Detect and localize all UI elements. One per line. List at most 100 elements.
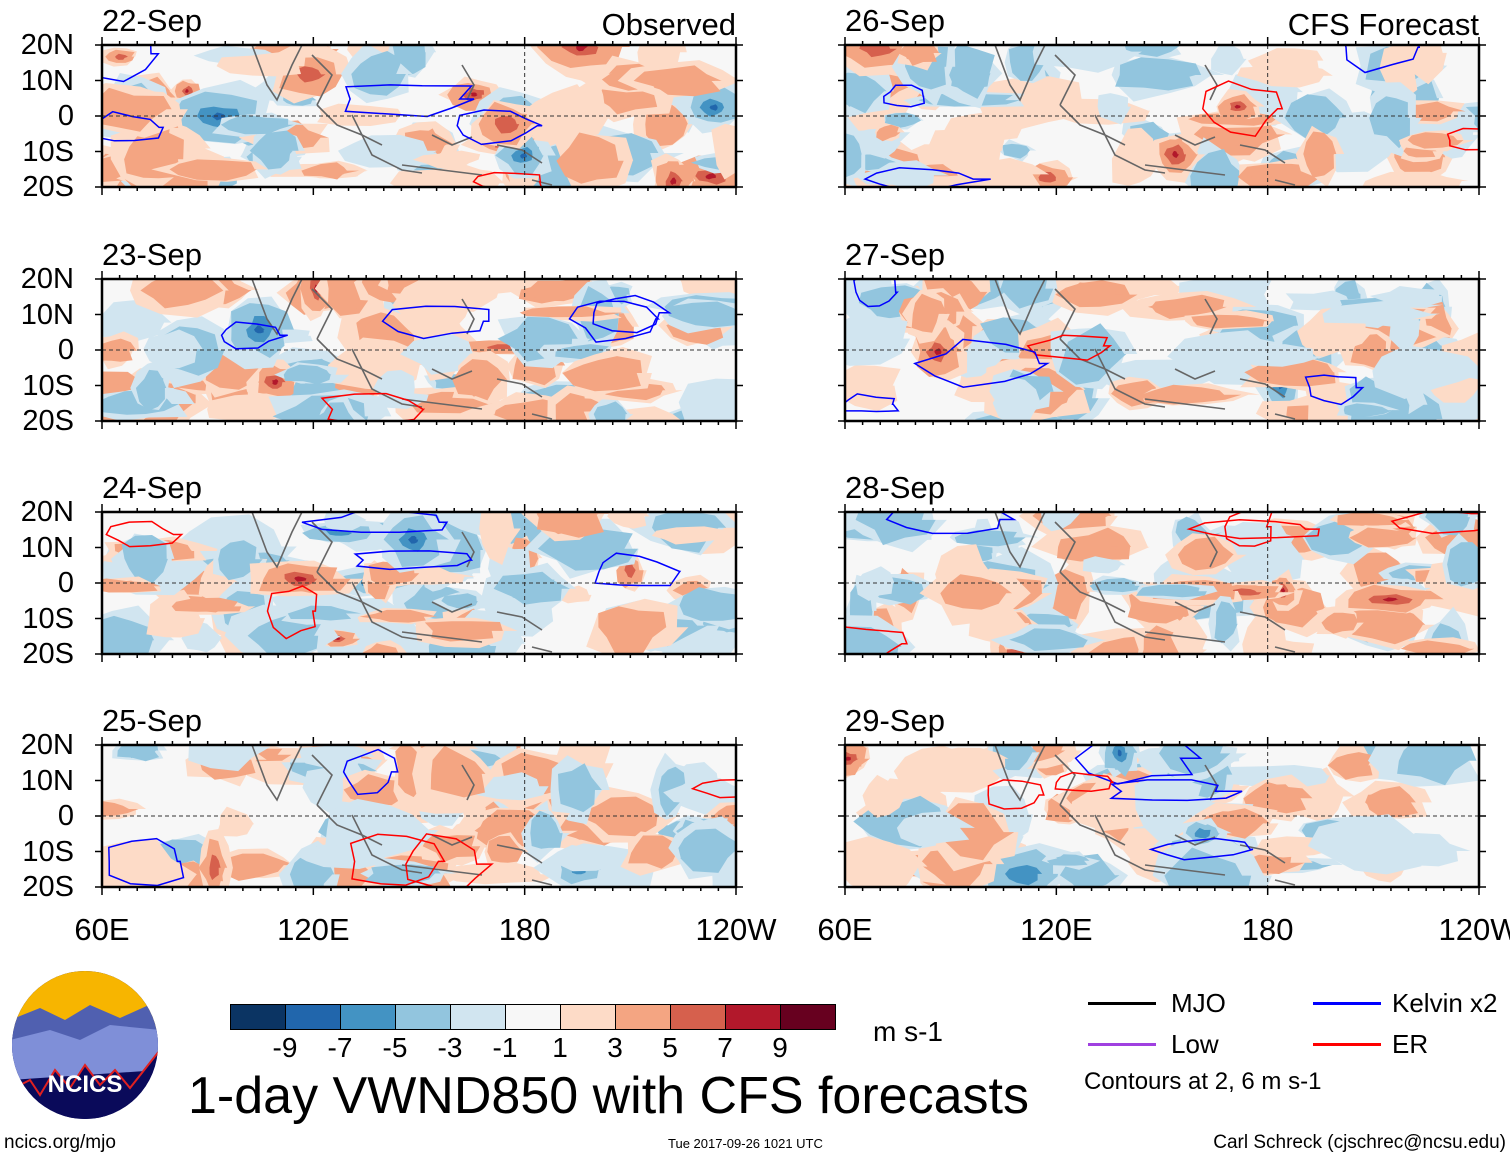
wind-anomaly-shade [651,526,736,545]
kelvin-contour [1148,837,1254,861]
panel-date: 26-Sep [845,3,945,38]
coastline [461,531,475,568]
kelvin-contour [592,294,672,334]
wind-anomaly-shade [216,806,254,837]
wind-anomaly-shade [1191,314,1271,329]
latitude-label: 10N [20,64,74,97]
wind-anomaly-shade [432,622,490,640]
wind-anomaly-shade [102,838,198,887]
coastline [431,601,473,613]
latitude-label: 10N [20,764,74,797]
wind-anomaly-shade [677,305,736,326]
wind-anomaly-shade [520,153,528,159]
wind-anomaly-shade [607,512,650,529]
wind-anomaly-shade [311,402,358,421]
wind-anomaly-shade [430,745,486,798]
coastline [1239,611,1286,631]
wind-anomaly-shade [1147,586,1196,596]
wind-anomaly-shade [862,774,906,818]
wind-anomaly-shade [297,66,326,83]
coastline [994,45,1046,102]
map-panel [95,737,743,895]
wind-anomaly-shade [845,751,859,765]
wind-anomaly-shade [1336,606,1426,645]
wind-anomaly-shade [1058,323,1127,385]
wind-anomaly-shade [1159,745,1231,775]
wind-anomaly-shade [102,801,139,817]
coastline [251,745,303,802]
latitude-label: 10S [22,135,74,168]
wind-anomaly-shade [1172,150,1180,158]
colorbar-tick-label: 9 [772,1032,788,1063]
longitude-label: 180 [498,912,551,947]
coastline [351,114,423,174]
latitude-label: 0 [57,567,74,599]
longitude-label: 60E [817,912,873,947]
wind-anomaly-shade [1040,512,1081,532]
kelvin-contour [568,300,660,343]
latitude-label: 10N [20,298,74,331]
wind-anomaly-shade [845,133,862,178]
wind-anomaly-shade [1392,45,1447,85]
wind-anomaly-shade [479,512,521,565]
latitude-label: 20N [20,729,74,761]
legend-line-mjo [1088,1002,1156,1005]
coastline [994,512,1046,569]
colorbar-swatch [341,1005,396,1029]
coastline [316,804,383,846]
wind-anomaly-shade [1266,362,1329,386]
latitude-label: 10N [20,531,74,564]
coastline [1054,754,1076,806]
kelvin-contour [863,167,991,187]
wind-anomaly-shade [1068,773,1196,832]
coastline [251,45,303,102]
wind-anomaly-shade [141,374,165,403]
coastline [1094,114,1166,174]
wind-anomaly-shade [1327,752,1374,780]
wind-anomaly-shade [888,114,914,127]
wind-anomaly-shade [598,606,667,654]
wind-anomaly-shade [185,601,230,613]
wind-anomaly-shade [593,401,628,421]
coastline [1274,413,1296,420]
wind-anomaly-shade [463,365,498,397]
wind-anomaly-shade [470,92,478,97]
coastline [251,279,303,336]
coastline [1059,338,1126,380]
wind-anomaly-shade [1189,545,1227,567]
wind-anomaly-shade [1130,60,1196,87]
longitude-label: 120E [1020,912,1093,947]
vwnd-field-map [838,504,1486,662]
longitude-label: 120W [695,912,777,947]
coastline [461,298,475,335]
wind-anomaly-shade [536,512,599,535]
colorbar-tick-label: -1 [492,1032,518,1063]
wind-anomaly-shade [323,512,367,532]
wind-anomaly-shade [1148,299,1223,315]
wind-anomaly-shade [1005,865,1043,886]
colorbar-swatch [231,1005,286,1029]
wind-anomaly-shade [709,104,718,111]
coastline [1174,601,1216,613]
kelvin-contour [1109,779,1243,802]
wind-anomaly-shade [911,293,947,333]
wind-anomaly-shade [548,844,621,872]
coastline [531,646,553,653]
wind-anomaly-shade [1369,286,1443,307]
kelvin-contour [301,512,449,534]
vwnd-field-map [838,37,1486,195]
wind-anomaly-shade [359,609,438,623]
latitude-label: 0 [57,100,74,132]
column-label: Observed [601,7,736,42]
coastline [401,631,483,643]
vwnd-field-map [95,37,743,195]
kelvin-contour [853,279,899,308]
wind-anomaly-shade [1307,814,1429,875]
kelvin-contour [381,305,490,340]
wind-anomaly-shade [1089,578,1140,593]
coastline [351,814,423,874]
wind-anomaly-shade [560,773,593,806]
footer-url[interactable]: ncics.org/mjo [4,1132,116,1153]
colorbar-swatch [726,1005,781,1029]
wind-anomaly-shade [1065,282,1124,305]
